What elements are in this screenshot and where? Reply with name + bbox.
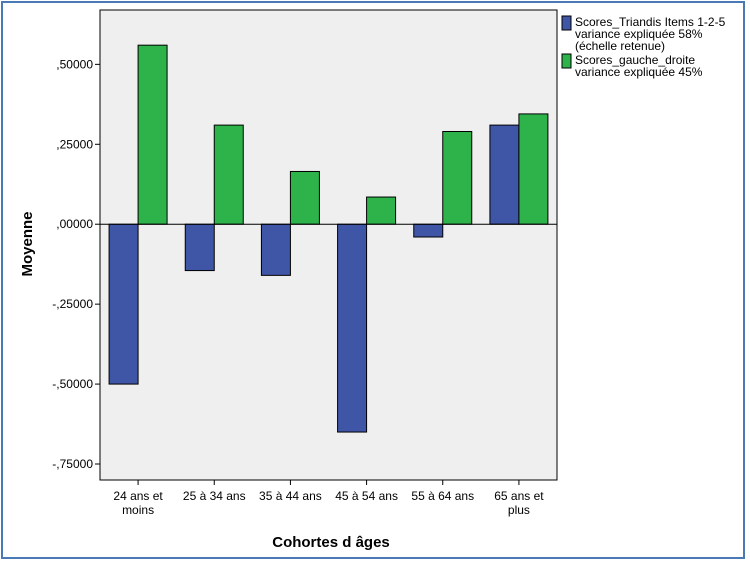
y-tick-label: ,50000 [56,57,93,71]
legend-label-series1: Scores_Triandis Items 1-2-5 variance expl… [575,15,726,53]
bar-series2-cat3 [289,170,320,225]
legend: Scores_Triandis Items 1-2-5 variance expl… [561,15,726,79]
y-tick-label: ,25000 [56,137,93,151]
x-tick-label: 35 à 44 ans [259,489,322,503]
x-tick-label: 25 à 34 ans [183,489,246,503]
x-tick-label: 24 ans et moins [113,489,163,517]
legend-label-series2: Scores_gauche_droite variance expliquée 4… [575,53,703,79]
x-axis-title: Cohortes d âges [272,534,390,551]
bar-series2-cat6 [518,113,549,225]
bar-series1-cat3 [260,223,291,276]
plot-area [99,9,558,481]
bar-series1-cat2 [184,223,215,272]
bar-series1-cat4 [337,223,368,433]
bar-series2-cat2 [213,124,244,225]
bars-group [108,44,549,433]
bar-series2-cat1 [137,44,168,225]
y-axis-title: Moyenne [19,211,36,276]
bar-series1-cat5 [413,223,444,238]
x-tick-label: 45 à 54 ans [335,489,398,503]
bar-series2-cat4 [366,196,397,225]
x-tick-label: 65 ans et plus [494,489,544,517]
legend-swatch-series1 [561,15,572,31]
y-tick-label: -,50000 [52,377,93,391]
y-axis: ,50000 ,25000 ,00000 -,25000 -,50000 -,75000 [52,57,100,471]
bar-series2-cat5 [442,130,473,225]
x-tick-label: 55 à 64 ans [411,489,474,503]
bar-series1-cat6 [489,124,520,225]
y-tick-label: -,75000 [52,457,93,471]
y-tick-label: -,25000 [52,297,93,311]
bar-series1-cat1 [108,223,139,385]
x-axis: 24 ans et moins 25 à 34 ans 35 à 44 ans 45 à… [113,480,544,517]
legend-swatch-series2 [561,53,572,69]
y-tick-label: ,00000 [56,217,93,231]
